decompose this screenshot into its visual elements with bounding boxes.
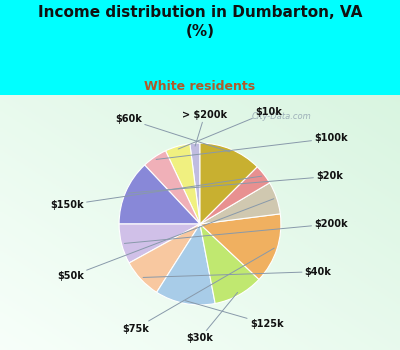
Text: $200k: $200k — [124, 219, 348, 243]
Text: $50k: $50k — [57, 199, 274, 281]
Text: $60k: $60k — [115, 114, 230, 152]
Wedge shape — [166, 144, 200, 224]
Text: $30k: $30k — [186, 292, 238, 343]
Wedge shape — [200, 183, 280, 224]
Wedge shape — [200, 224, 259, 303]
Wedge shape — [200, 143, 257, 224]
Wedge shape — [157, 224, 215, 305]
Text: $40k: $40k — [143, 267, 332, 278]
Text: City-Data.com: City-Data.com — [252, 112, 312, 121]
Wedge shape — [200, 167, 270, 224]
Wedge shape — [145, 151, 200, 224]
Text: $100k: $100k — [156, 133, 348, 160]
Text: $10k: $10k — [178, 107, 282, 149]
Wedge shape — [190, 143, 200, 224]
Text: White residents: White residents — [144, 80, 256, 93]
Text: Income distribution in Dumbarton, VA
(%): Income distribution in Dumbarton, VA (%) — [38, 5, 362, 39]
Wedge shape — [129, 224, 200, 292]
Wedge shape — [200, 214, 281, 279]
Text: $150k: $150k — [50, 176, 262, 210]
Text: > $200k: > $200k — [182, 110, 227, 146]
Text: $125k: $125k — [185, 301, 284, 329]
Wedge shape — [119, 224, 200, 263]
Wedge shape — [119, 165, 200, 224]
Text: $20k: $20k — [128, 172, 343, 193]
Text: $75k: $75k — [122, 248, 274, 334]
